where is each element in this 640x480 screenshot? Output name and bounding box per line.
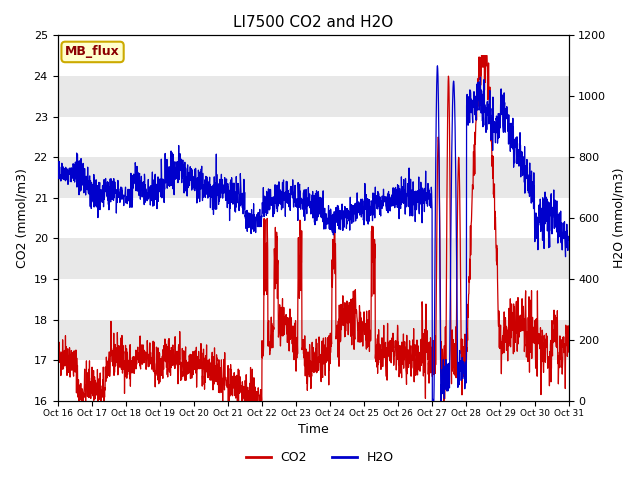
Y-axis label: H2O (mmol/m3): H2O (mmol/m3) (612, 168, 625, 268)
Bar (58, 198, 568, 239)
Bar (58, 36, 568, 76)
X-axis label: Time: Time (298, 423, 328, 436)
Bar (58, 76, 568, 117)
Bar (58, 360, 568, 401)
Y-axis label: CO2 (mmol/m3): CO2 (mmol/m3) (15, 168, 28, 268)
Legend: CO2, H2O: CO2, H2O (241, 446, 399, 469)
Title: LI7500 CO2 and H2O: LI7500 CO2 and H2O (233, 15, 393, 30)
Bar (58, 320, 568, 360)
Bar (58, 279, 568, 320)
Text: MB_flux: MB_flux (65, 46, 120, 59)
Bar (58, 157, 568, 198)
Bar (58, 117, 568, 157)
Bar (58, 239, 568, 279)
